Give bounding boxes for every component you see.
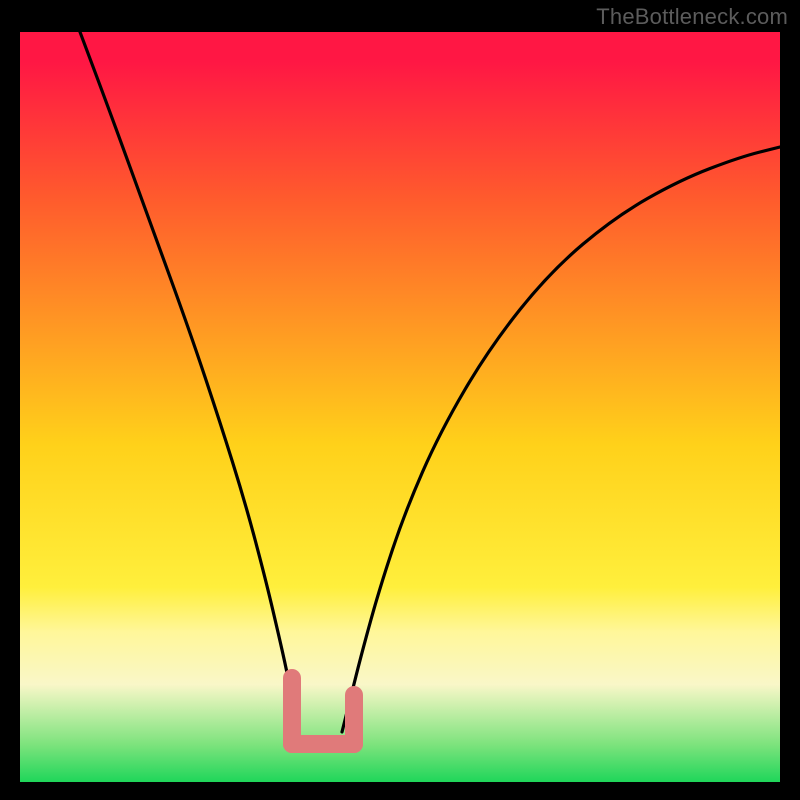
chart-frame: TheBottleneck.com: [0, 0, 800, 800]
curve-left-branch: [80, 32, 298, 732]
curve-right-branch: [342, 147, 780, 732]
bottom-flat-marker: [292, 678, 354, 744]
watermark-text: TheBottleneck.com: [596, 4, 788, 30]
bottleneck-curve-svg: [20, 32, 780, 782]
plot-gradient-background: [20, 32, 780, 782]
